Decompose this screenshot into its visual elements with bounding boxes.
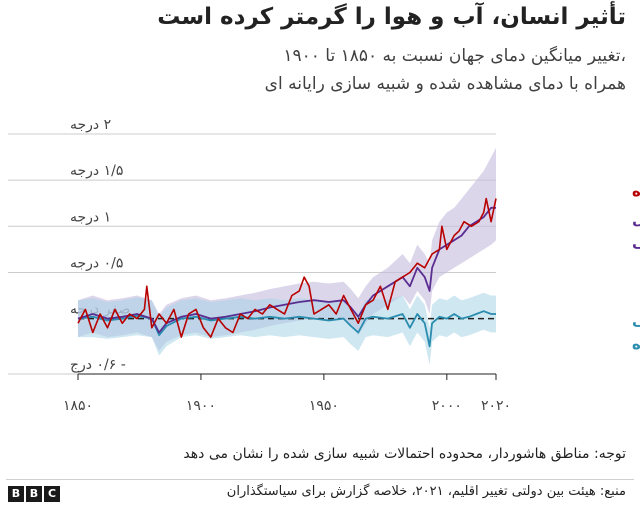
y-tick-label: - ۰/۶ درج [70, 357, 126, 373]
x-tick-label: ۲۰۰۰ [432, 398, 462, 414]
bbc-logo-letter-1: B [8, 486, 24, 502]
x-tick-label: ۱۹۰۰ [186, 398, 216, 414]
chart-title: تأثیر انسان، آب و هوا را گرمتر کرده است [157, 4, 626, 30]
y-tick-label: ۱ درجه [70, 209, 111, 225]
y-tick-label: ۱/۵ درجه [70, 163, 123, 179]
x-tick-label: ۲۰۲۰ [481, 398, 511, 414]
series-label-human-natural-line-2: انسانی و طبیعی [632, 233, 640, 251]
series-line-natural [77, 310, 496, 348]
series-label-observed: مشاهده شده [632, 182, 640, 200]
series-label-natural-line-2: شبیه سازی شده [632, 335, 640, 353]
bbc-logo-letter-2: B [26, 486, 42, 502]
y-tick-label: ۰/۵ درجه [70, 255, 123, 271]
bbc-logo-letter-3: C [44, 486, 60, 502]
series-label-human-natural-line-1: شبیه سازی عوامل [632, 210, 640, 228]
series-line-observed [77, 197, 497, 338]
subtitle-line-1: تغییر میانگین دمای جهان نسبت به ۱۸۵۰ تا … [283, 46, 626, 66]
subtitle-line-2: همراه با دمای مشاهده شده و شبیه سازی رای… [264, 74, 626, 94]
bbc-logo: B B C [8, 486, 60, 502]
chart-subtitle: تغییر میانگین دمای جهان نسبت به ۱۸۵۰ تا … [14, 42, 626, 98]
chart-source: منبع: هیئت بین دولتی تغییر اقلیم، ۲۰۲۱، … [226, 484, 626, 499]
band-natural [78, 292, 496, 365]
x-tick-label: ۱۹۵۰ [309, 398, 339, 414]
series-label-natural-line-1: فقط عوامل طبیعی [632, 311, 640, 329]
x-tick-label: ۱۸۵۰ [63, 398, 93, 414]
chart-note: توجه: مناطق هاشوردار، محدوده احتمالات شب… [183, 446, 626, 462]
footer-divider [6, 479, 634, 480]
y-tick-label: ۲ درجه [70, 117, 111, 133]
